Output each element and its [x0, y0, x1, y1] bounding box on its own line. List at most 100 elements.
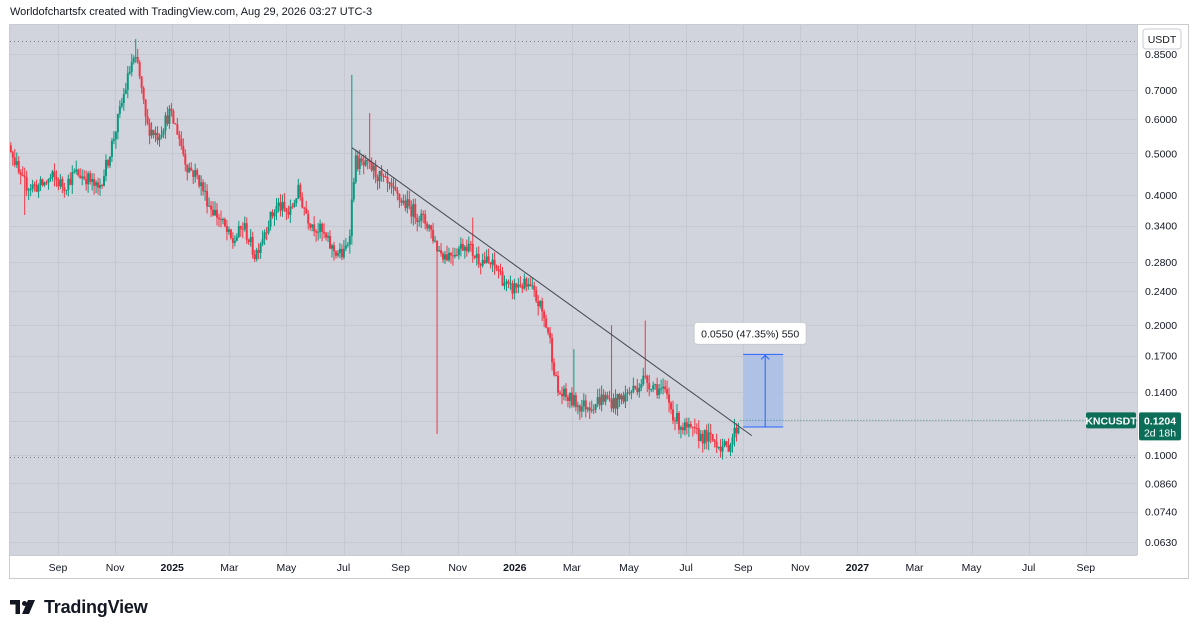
candle-body: [194, 170, 197, 177]
candle: [557, 371, 560, 396]
candle-body: [116, 113, 119, 133]
y-tick-label: 0.8500: [1145, 49, 1177, 61]
candle-body: [91, 178, 94, 182]
candle-body: [275, 206, 278, 214]
candle-body: [737, 427, 740, 434]
candle: [130, 53, 133, 77]
candle: [527, 277, 530, 290]
candle: [604, 391, 607, 406]
candle: [549, 327, 552, 344]
candle-body: [412, 204, 415, 217]
candle-body: [243, 223, 246, 230]
candle-body: [257, 250, 260, 253]
candle-body: [364, 160, 367, 166]
candle: [170, 103, 173, 117]
candle: [344, 237, 347, 252]
candle-body: [352, 181, 355, 200]
candle: [483, 251, 486, 265]
candle: [25, 170, 28, 197]
candle-body: [406, 199, 409, 209]
candle: [259, 242, 262, 259]
candle-body: [150, 129, 153, 136]
candle: [628, 387, 631, 396]
candle-body: [505, 281, 508, 284]
candle-body: [142, 87, 145, 100]
candle-body: [525, 278, 528, 287]
candle: [672, 400, 675, 425]
candle-body: [566, 397, 569, 401]
candle-body: [721, 446, 724, 452]
candle-body: [590, 409, 593, 411]
candle: [297, 178, 300, 200]
candle: [620, 393, 623, 405]
candle: [416, 213, 419, 232]
candle-body: [475, 253, 478, 258]
candle-body: [25, 177, 28, 191]
candle: [69, 172, 72, 186]
candle-body: [217, 217, 220, 220]
candle: [612, 393, 615, 413]
currency-label-text: USDT: [1148, 34, 1177, 46]
candle-body: [677, 413, 680, 430]
candle-body: [681, 427, 684, 431]
candle-body: [231, 238, 234, 243]
candle: [124, 82, 127, 95]
candle-body: [598, 397, 601, 406]
candle: [652, 381, 655, 393]
candle: [162, 128, 165, 139]
candle-body: [71, 172, 74, 185]
candle-body: [570, 392, 573, 406]
candle: [116, 113, 119, 140]
candle: [701, 430, 704, 453]
candle-body: [354, 155, 357, 182]
candle: [491, 253, 494, 272]
candle: [126, 66, 129, 99]
candle: [689, 421, 692, 429]
candle-body: [214, 209, 217, 216]
candle-body: [241, 228, 244, 230]
candle: [172, 108, 175, 124]
candle-body: [616, 394, 619, 409]
candle: [598, 388, 601, 410]
candle: [340, 244, 343, 261]
candle: [273, 209, 276, 226]
candle: [41, 178, 44, 187]
candle-body: [588, 407, 591, 411]
price-chart[interactable]: 0.8500 0.7000 0.6000 0.5000 0.4000 0.3400 0.28…: [10, 25, 1189, 579]
candle-body: [483, 259, 486, 264]
candle-body: [701, 433, 704, 444]
candle: [370, 157, 373, 173]
candle: [485, 249, 488, 264]
candle: [551, 333, 554, 371]
candle-body: [344, 245, 347, 249]
candle: [11, 150, 14, 166]
candle-body: [388, 182, 391, 184]
candle: [673, 417, 676, 431]
candle: [537, 295, 540, 316]
chart-frame[interactable]: 0.8500 0.7000 0.6000 0.5000 0.4000 0.3400 0.28…: [9, 24, 1189, 579]
candle: [606, 391, 609, 400]
candle: [194, 163, 197, 183]
candle-body: [376, 176, 379, 182]
candle: [237, 220, 240, 239]
candle: [104, 154, 107, 182]
candle-body: [612, 397, 615, 409]
candle: [263, 229, 266, 245]
candle: [204, 182, 207, 201]
candle: [317, 222, 320, 241]
candle: [444, 250, 447, 265]
candle-body: [295, 198, 298, 204]
candle: [408, 190, 411, 210]
candle: [83, 170, 86, 181]
y-tick-label: 0.2000: [1145, 320, 1177, 332]
candle: [602, 389, 605, 405]
candle-body: [646, 376, 649, 384]
candle: [499, 263, 502, 276]
candle-body: [128, 71, 131, 74]
candle: [219, 210, 222, 228]
x-tick-label: Jul: [679, 562, 692, 574]
candle-body: [178, 134, 181, 139]
candle: [451, 247, 454, 266]
candle: [134, 38, 137, 64]
